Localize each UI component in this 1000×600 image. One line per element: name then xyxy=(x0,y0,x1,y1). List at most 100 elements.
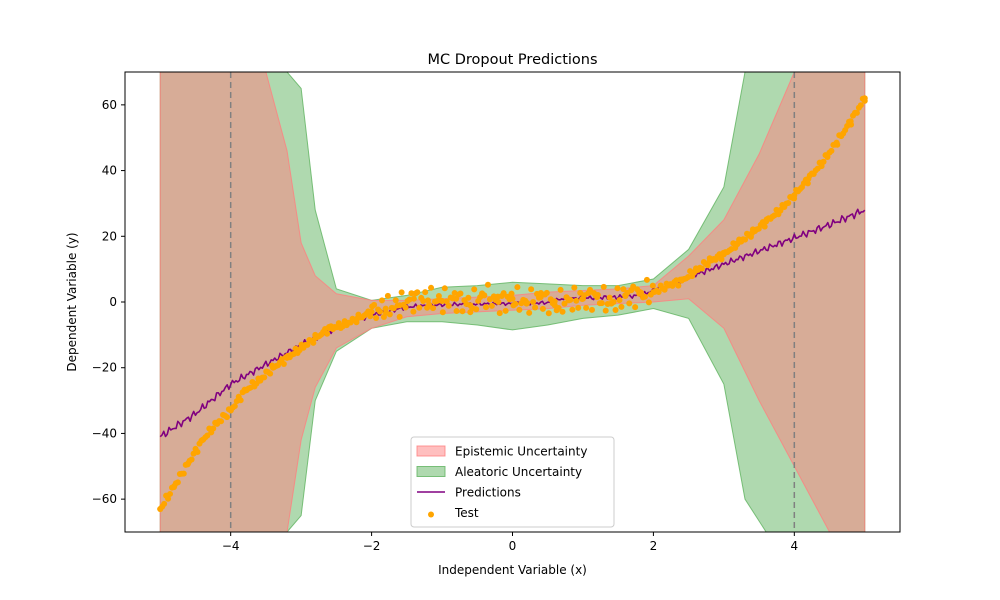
test-point xyxy=(378,297,385,304)
test-point xyxy=(610,298,617,305)
y-tick-label: −60 xyxy=(92,492,117,506)
test-point xyxy=(620,286,627,293)
test-point xyxy=(583,304,590,311)
test-point xyxy=(392,297,399,304)
test-point xyxy=(231,403,238,410)
test-point xyxy=(559,308,566,315)
test-point xyxy=(588,306,595,313)
test-point xyxy=(512,300,519,307)
test-point xyxy=(410,308,417,315)
test-point xyxy=(545,310,552,317)
test-point xyxy=(180,470,187,477)
legend-box xyxy=(410,436,615,528)
test-point xyxy=(435,293,442,300)
test-point xyxy=(310,339,317,346)
y-tick-label: −40 xyxy=(92,426,117,440)
test-point xyxy=(600,283,607,290)
test-point xyxy=(428,284,435,291)
test-point xyxy=(508,290,515,297)
test-point xyxy=(430,305,437,312)
test-point xyxy=(543,289,550,296)
test-point xyxy=(649,282,656,289)
test-point xyxy=(402,304,409,311)
chart-title: MC Dropout Predictions xyxy=(427,52,597,68)
test-point xyxy=(167,490,174,497)
legend-symbol xyxy=(428,511,434,518)
test-point xyxy=(465,294,472,301)
test-point xyxy=(439,309,446,316)
legend-label: Test xyxy=(454,506,479,520)
test-point xyxy=(481,292,488,299)
test-point xyxy=(483,304,490,311)
test-point xyxy=(571,284,578,291)
test-point xyxy=(384,292,391,299)
y-tick-label: 60 xyxy=(102,98,117,112)
test-point xyxy=(500,290,507,297)
x-tick-label: −4 xyxy=(222,539,240,553)
test-point xyxy=(377,308,384,315)
test-point xyxy=(747,233,754,240)
test-point xyxy=(857,102,864,109)
test-point xyxy=(638,289,645,296)
test-point xyxy=(524,300,531,307)
test-point xyxy=(555,304,562,311)
test-point xyxy=(261,374,268,381)
test-point xyxy=(575,304,582,311)
test-point xyxy=(414,289,421,296)
test-point xyxy=(834,141,841,148)
test-point xyxy=(406,296,413,303)
legend-label: Epistemic Uncertainty xyxy=(455,445,587,459)
test-point xyxy=(557,286,564,293)
test-point xyxy=(223,414,230,421)
test-point xyxy=(598,300,605,307)
test-point xyxy=(632,304,639,311)
test-point xyxy=(426,301,433,308)
test-point xyxy=(324,330,331,337)
test-point xyxy=(535,294,542,301)
test-point xyxy=(371,301,378,308)
test-point xyxy=(516,306,523,313)
x-axis-ticks: −4 −2 0 2 4 xyxy=(222,532,798,553)
test-point xyxy=(367,313,374,320)
y-axis-label: Dependent Variable (y) xyxy=(65,232,79,371)
test-point xyxy=(718,256,725,263)
test-point xyxy=(473,306,480,313)
test-point xyxy=(441,285,448,292)
test-point xyxy=(394,302,401,309)
test-point xyxy=(422,289,429,296)
test-point xyxy=(645,299,652,306)
test-point xyxy=(618,303,625,310)
test-point xyxy=(643,276,650,283)
legend: Epistemic Uncertainty Aleatoric Uncertain… xyxy=(410,436,615,528)
test-point xyxy=(526,309,533,316)
test-point xyxy=(353,319,360,326)
test-point xyxy=(188,456,195,463)
test-point xyxy=(561,300,568,307)
legend-symbol xyxy=(416,466,446,477)
test-point xyxy=(304,341,311,348)
test-point xyxy=(848,121,855,128)
test-point xyxy=(602,307,609,314)
test-point xyxy=(761,223,768,230)
test-point xyxy=(594,292,601,299)
test-point xyxy=(606,294,613,301)
test-point xyxy=(567,296,574,303)
reference-lines xyxy=(229,72,796,532)
y-tick-label: 40 xyxy=(102,164,117,178)
test-point xyxy=(218,418,225,425)
test-point xyxy=(396,313,403,320)
test-point xyxy=(791,195,798,202)
test-point xyxy=(161,500,168,507)
test-point xyxy=(539,305,546,312)
y-tick-label: 20 xyxy=(102,229,117,243)
test-point xyxy=(373,314,380,321)
test-point xyxy=(861,97,868,104)
test-point xyxy=(453,308,460,315)
test-point xyxy=(626,300,633,307)
test-point xyxy=(514,284,521,291)
test-point xyxy=(704,262,711,269)
test-point xyxy=(459,308,466,315)
test-point xyxy=(569,306,576,313)
x-axis-label: Independent Variable (x) xyxy=(438,563,587,577)
test-point xyxy=(698,265,705,272)
